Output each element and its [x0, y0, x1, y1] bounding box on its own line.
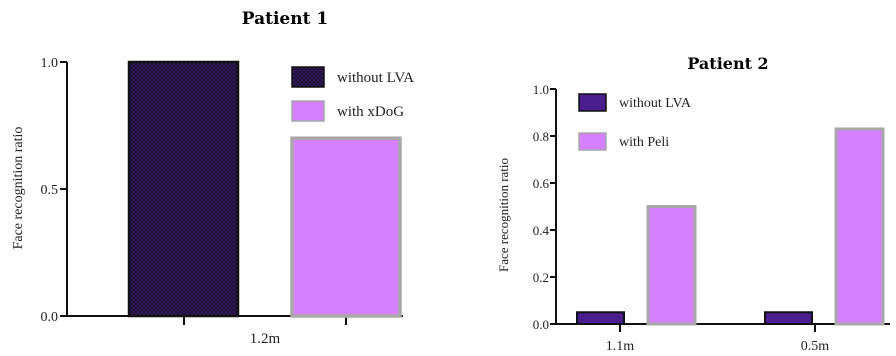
x-tick-label: 0.5m	[801, 339, 830, 354]
legend-label: without LVA	[337, 70, 414, 86]
y-tick-label: 0.0	[41, 310, 59, 325]
legend-swatch	[291, 100, 325, 122]
y-tick-label: 0.4	[533, 223, 550, 238]
chart-1-y-axis-label: Face recognition ratio	[11, 127, 26, 250]
bar-with-peli	[834, 127, 885, 326]
chart-patient-2: Patient 2 Face recognition ratio 0.0 0.2 0…	[496, 54, 890, 354]
bar-without-lva	[764, 311, 813, 325]
legend-label: with Peli	[619, 135, 669, 150]
chart-1-legend: without LVA with xDoG	[291, 66, 414, 122]
y-tick-label: 1.0	[41, 56, 59, 71]
y-tick-label: 0.5	[41, 183, 59, 198]
chart-patient-1: Patient 1 Face recognition ratio 0.0 0.5 1…	[11, 9, 414, 347]
legend-swatch	[578, 93, 607, 112]
chart-2-title: Patient 2	[687, 54, 768, 73]
bar-without-lva	[576, 311, 625, 325]
chart-2-y-axis-label: Face recognition ratio	[496, 158, 511, 272]
chart-1-title: Patient 1	[242, 9, 328, 29]
y-tick-label: 1.0	[533, 82, 549, 97]
y-tick-label: 0.2	[533, 270, 549, 285]
legend-swatch	[291, 66, 325, 88]
legend-swatch	[578, 132, 607, 151]
legend-label: without LVA	[619, 96, 692, 111]
bar-without-lva	[127, 60, 240, 318]
y-tick-label: 0.6	[533, 176, 550, 191]
y-tick-label: 0.0	[533, 317, 549, 332]
x-tick-label: 1.2m	[250, 331, 281, 347]
chart-1-bars	[127, 60, 402, 318]
chart-2-legend: without LVA with Peli	[578, 93, 692, 151]
y-tick-label: 0.8	[533, 129, 549, 144]
chart-2-bars	[576, 127, 885, 326]
legend-label: with xDoG	[337, 104, 404, 120]
x-tick-label: 1.1m	[606, 339, 635, 354]
bar-with-peli	[646, 205, 697, 326]
bar-with-xdog	[290, 136, 402, 318]
